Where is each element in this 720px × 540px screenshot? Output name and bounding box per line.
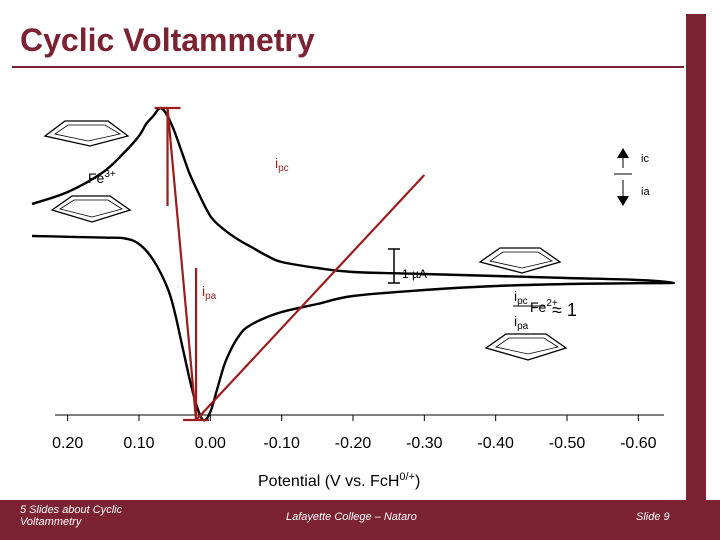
x-tick-label: -0.40	[477, 435, 514, 452]
footer-left-text: 5 Slides about Cyclic Voltammetry	[20, 504, 123, 528]
ipc-label: ipc	[275, 155, 289, 174]
ratio-denominator: ipa	[514, 313, 529, 332]
x-tick-label: 0.10	[123, 435, 154, 452]
footer-center-text: Lafayette College – Nataro	[286, 511, 417, 523]
scale-bar	[388, 248, 400, 284]
x-tick-label: -0.50	[549, 435, 586, 452]
slide-title: Cyclic Voltammetry	[20, 22, 315, 58]
ferrocenium-molecule-icon	[43, 120, 132, 223]
x-ticks-group: 0.20 0.10 0.00 -0.10 -0.20 -0.30 -0.40 -0.50 -0.…	[52, 415, 657, 452]
x-tick-label: -0.60	[620, 435, 657, 452]
scale-bar-label: 1 µA	[402, 267, 427, 281]
footer-right-text: Slide 9	[636, 511, 670, 523]
fe2-label: Fe2+	[530, 298, 558, 315]
cathodic-baseline	[195, 174, 426, 421]
x-tick-label: -0.20	[335, 435, 372, 452]
slide-footer: 5 Slides about Cyclic Voltammetry Lafaye…	[0, 500, 720, 540]
ipa-label: ipa	[202, 283, 217, 302]
ic-label: ic	[641, 153, 649, 165]
title-underline	[12, 66, 684, 68]
peak-markers-group	[154, 106, 426, 422]
ia-label: ia	[641, 186, 650, 198]
voltammogram-chart: 0.20 0.10 0.00 -0.10 -0.20 -0.30 -0.40 -0.50 -0.…	[31, 106, 676, 490]
anodic-baseline	[166, 107, 198, 421]
x-tick-label: 0.00	[195, 435, 226, 452]
ratio-value: ≈ 1	[552, 300, 577, 320]
current-direction-indicator	[614, 148, 632, 206]
x-axis-label: Potential (V vs. FcH0/+)	[258, 471, 420, 490]
slide-right-accent-bar	[686, 14, 706, 500]
ferrocene-molecule-icon	[478, 247, 568, 361]
fe3-label: Fe3+	[88, 169, 116, 186]
x-tick-label: -0.30	[406, 435, 443, 452]
x-tick-label: 0.20	[52, 435, 83, 452]
cv-curve	[31, 106, 676, 422]
ratio-numerator: ipc	[514, 288, 528, 307]
x-tick-label: -0.10	[263, 435, 300, 452]
